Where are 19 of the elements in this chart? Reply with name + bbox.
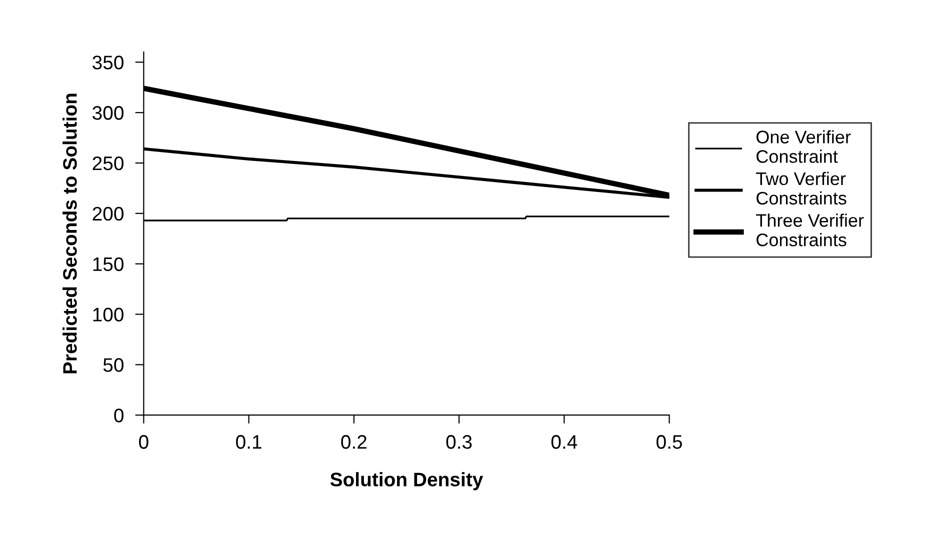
y-axis-title: Predicted Seconds to Solution: [62, 94, 77, 374]
x-tick-label: 0.1: [236, 435, 262, 449]
x-axis-title: Solution Density: [330, 472, 484, 490]
legend-label: Three Verifier Constraints: [756, 214, 864, 246]
y-tick-label: 150: [93, 257, 124, 272]
y-tick-label: 0: [114, 408, 124, 422]
legend-label: Two Verfier Constraints: [756, 172, 846, 205]
x-tick-label: 0: [139, 435, 148, 449]
legend-label: One Verifier Constraint: [756, 130, 851, 163]
y-tick-label: 300: [92, 106, 124, 120]
x-tick-label: 0.3: [446, 435, 472, 449]
y-tick-label: 350: [92, 56, 124, 70]
x-tick-label: 0.2: [341, 435, 366, 449]
y-tick-label: 50: [103, 358, 124, 372]
x-tick-label: 0.4: [551, 435, 578, 449]
y-tick-label: 200: [92, 206, 124, 221]
x-tick-label: 0.5: [656, 435, 682, 449]
y-tick-label: 250: [92, 156, 124, 170]
y-tick-label: 100: [93, 308, 124, 322]
